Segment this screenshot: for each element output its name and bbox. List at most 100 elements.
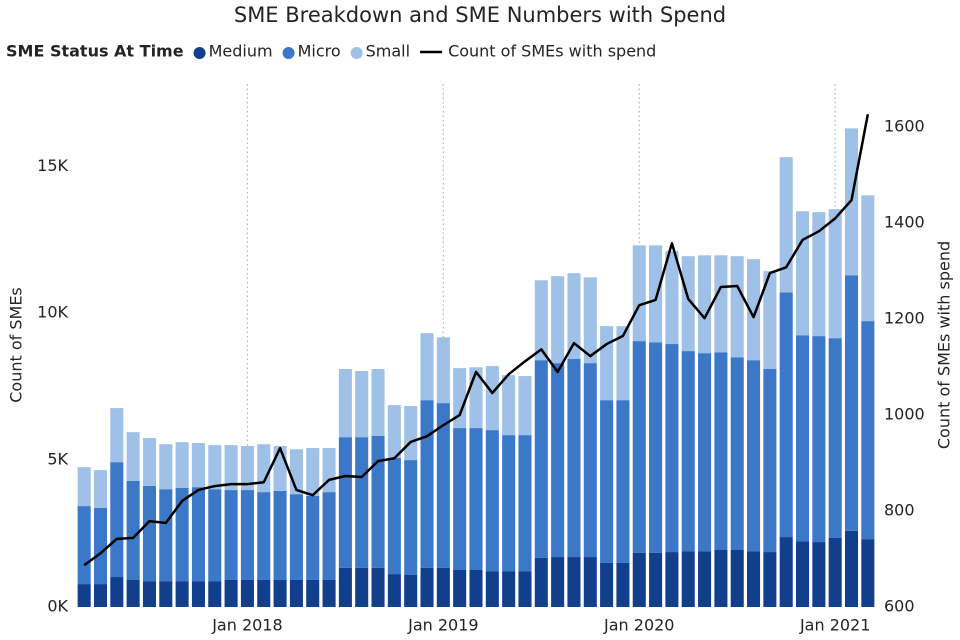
bar	[436, 567, 450, 607]
bar	[649, 342, 663, 553]
bar	[175, 488, 189, 582]
bar	[387, 405, 401, 459]
bar	[534, 557, 548, 607]
bar	[812, 212, 826, 337]
bar	[93, 584, 108, 607]
bar	[534, 280, 548, 361]
bar	[844, 530, 859, 607]
bar	[453, 569, 467, 607]
bar	[404, 406, 418, 461]
bar	[567, 273, 581, 360]
bar	[681, 351, 695, 552]
bar	[208, 445, 222, 490]
line	[83, 113, 870, 567]
bar	[110, 577, 124, 607]
bar	[632, 341, 646, 553]
legend-marker	[193, 47, 206, 59]
bar	[812, 336, 826, 543]
bar	[93, 507, 108, 585]
bar	[779, 157, 793, 293]
bar	[796, 335, 810, 542]
bar	[240, 490, 254, 580]
bar	[600, 400, 614, 563]
bar	[796, 541, 810, 607]
bar	[632, 552, 646, 607]
bar	[485, 571, 499, 607]
bar	[93, 470, 108, 508]
bar	[551, 557, 565, 607]
bar	[159, 444, 173, 490]
bar	[665, 251, 679, 345]
bar	[371, 567, 385, 607]
bar	[355, 371, 369, 438]
bar	[240, 445, 254, 491]
bar	[126, 432, 140, 481]
x-tick-label: Jan 2019	[407, 616, 478, 635]
bar	[730, 256, 744, 358]
bar	[502, 435, 516, 572]
bar	[257, 579, 271, 607]
bar	[583, 363, 597, 558]
bar	[698, 255, 712, 354]
y2-tick-label: 1000	[884, 405, 925, 424]
bar	[730, 357, 744, 550]
bar	[469, 569, 483, 607]
bar	[844, 275, 859, 531]
bar	[469, 428, 483, 570]
bar	[779, 292, 793, 538]
legend-label: Micro	[298, 42, 341, 61]
bar	[747, 259, 761, 361]
bar	[583, 557, 597, 607]
bar	[747, 360, 761, 552]
bar	[763, 369, 777, 553]
y-tick-label: 15K	[37, 156, 68, 175]
y2-tick-label: 800	[884, 501, 915, 520]
bar	[142, 581, 156, 607]
y2-tick-label: 1400	[884, 213, 925, 232]
bar	[534, 360, 548, 558]
bar	[257, 444, 271, 493]
bar	[110, 462, 124, 578]
bar	[126, 579, 140, 607]
legend-title: SME Status At Time	[6, 42, 184, 61]
y2-tick-label: 1600	[884, 117, 925, 136]
bar	[322, 448, 336, 493]
bar	[453, 368, 467, 429]
bar	[763, 552, 777, 607]
bar	[175, 581, 189, 607]
bar	[77, 584, 91, 607]
x-tick-label: Jan 2021	[799, 616, 870, 635]
bar	[567, 557, 581, 607]
bar	[404, 574, 418, 607]
bar	[649, 245, 663, 343]
bar	[77, 506, 91, 585]
bar	[551, 363, 565, 558]
x-tick-label: Jan 2018	[211, 616, 282, 635]
bar	[371, 369, 385, 436]
bar	[551, 276, 565, 364]
bar	[322, 492, 336, 580]
bar	[616, 400, 630, 563]
bar	[698, 551, 712, 607]
bar	[175, 442, 189, 489]
bar	[306, 495, 320, 580]
bar	[420, 333, 434, 401]
y2-tick-label: 600	[884, 597, 915, 616]
bar	[338, 437, 352, 568]
bar	[828, 338, 842, 538]
bar	[273, 490, 287, 580]
bar	[861, 195, 875, 322]
bar	[828, 537, 842, 607]
bar	[77, 467, 91, 507]
bar	[404, 460, 418, 575]
bar	[518, 376, 532, 436]
bar	[632, 245, 646, 342]
legend-marker	[282, 47, 295, 59]
bar	[485, 430, 499, 572]
bar	[518, 435, 532, 572]
bar	[812, 542, 826, 607]
bar	[861, 539, 875, 607]
y-tick-label: 10K	[37, 303, 68, 322]
bar	[159, 581, 173, 607]
bar	[567, 359, 581, 558]
